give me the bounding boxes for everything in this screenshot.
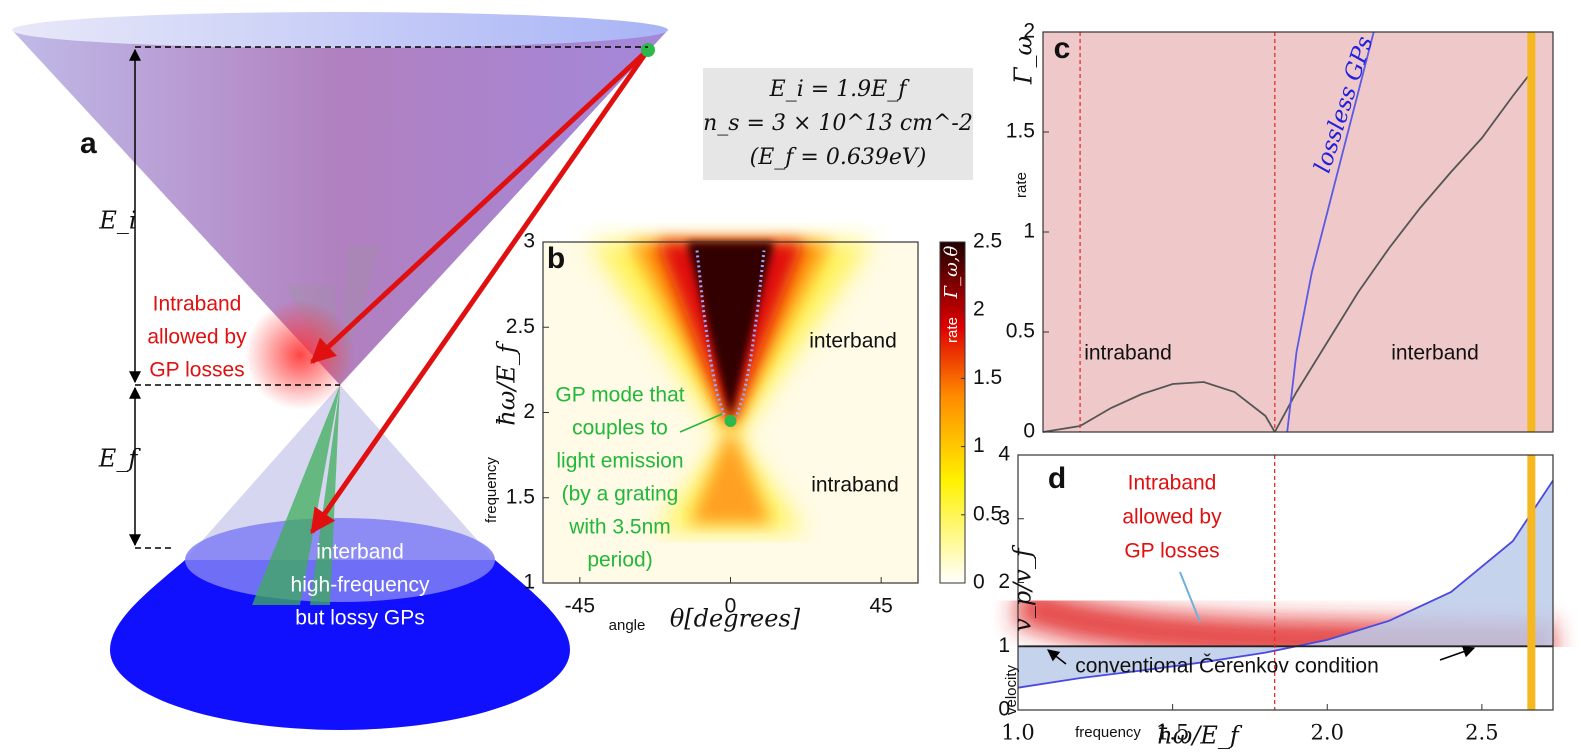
line-chart: 00.511.52 [1006, 20, 1553, 443]
annotation: intraband [1084, 342, 1172, 365]
note: Intraband [153, 293, 242, 316]
y-axis-label: Γ_ω [1010, 36, 1038, 85]
y-tick-label: 1 [998, 634, 1010, 657]
mode-note: with 3.5nm [568, 516, 671, 539]
note: interband [316, 541, 404, 564]
note: allowed by [147, 326, 247, 349]
panel-label: b [547, 242, 565, 275]
y-tick-label: 2 [523, 400, 535, 423]
x-tick-label: 1.0 [1001, 721, 1034, 745]
y-tick-label: 2.5 [506, 315, 535, 338]
colorbar-tick-label: 2 [973, 298, 985, 321]
panel-label: a [80, 127, 97, 160]
x-tick-label: 45 [869, 595, 892, 618]
energy-label: E_f [98, 445, 142, 473]
mode-note: GP mode that [555, 384, 684, 407]
info-line: E_i = 1.9E_f [769, 77, 911, 102]
y-axis-sublabel: velocity [1003, 664, 1020, 715]
note: GP losses [149, 359, 244, 382]
note: but lossy GPs [295, 607, 425, 630]
info-line: n_s = 3 × 10^13 cm^-2 [703, 111, 973, 136]
y-axis-sublabel: frequency [483, 457, 500, 523]
annotation: interband [809, 330, 897, 353]
x-axis-sublabel: frequency [1075, 724, 1141, 741]
panel-label: d [1048, 462, 1066, 495]
info-line: (E_f = 0.639eV) [750, 145, 927, 170]
plot-background [1043, 32, 1553, 432]
x-axis-label: θ[degrees] [670, 605, 801, 633]
annotation: interband [1391, 342, 1479, 365]
figure: 11.522.53-4504500.511.522.500.511.520123… [0, 0, 1581, 756]
y-tick-label: 1.5 [506, 485, 535, 508]
x-axis-sublabel: angle [609, 617, 646, 634]
y-tick-label: 4 [998, 443, 1010, 466]
note: GP losses [1124, 540, 1219, 563]
colorbar-sublabel: rate [944, 317, 961, 343]
note: Intraband [1128, 472, 1217, 495]
y-tick-label: 1 [523, 571, 535, 594]
y-tick-label: 3 [998, 506, 1010, 529]
energy-label: E_i [98, 207, 136, 235]
mode-note: period) [587, 549, 652, 572]
note: high-frequency [291, 574, 430, 597]
y-tick-label: 0 [1023, 420, 1035, 443]
colorbar-tick-label: 2.5 [973, 230, 1002, 253]
y-tick-label: 0.5 [1006, 320, 1035, 343]
panel-label: c [1054, 32, 1071, 65]
colorbar-label: Γ_ω,θ [941, 245, 962, 299]
x-tick-label: -45 [565, 595, 595, 618]
y-tick-label: 1.5 [1006, 120, 1035, 143]
note: allowed by [1122, 506, 1222, 529]
y-axis-label: v_p/v_f [1009, 544, 1037, 632]
mode-note: couples to [572, 417, 668, 440]
y-axis-label: ħω/E_f [493, 340, 521, 426]
mode-note: light emission [556, 450, 683, 473]
colorbar-tick-label: 0 [973, 571, 985, 594]
y-tick-label: 3 [523, 230, 535, 253]
annotation: intraband [811, 474, 899, 497]
x-tick-label: 2.5 [1465, 721, 1498, 745]
y-tick-label: 1 [1023, 220, 1035, 243]
colorbar-tick-label: 1.5 [973, 366, 1002, 389]
mode-note: (by a grating [562, 483, 679, 506]
x-tick-label: 2.0 [1311, 721, 1344, 745]
y-axis-sublabel: rate [1013, 172, 1030, 198]
annotation: conventional Čerenkov condition [1075, 655, 1379, 678]
x-axis-label: ħω/E_f [1157, 722, 1243, 750]
colorbar-tick-label: 1 [973, 434, 985, 457]
mode-point [725, 415, 737, 427]
